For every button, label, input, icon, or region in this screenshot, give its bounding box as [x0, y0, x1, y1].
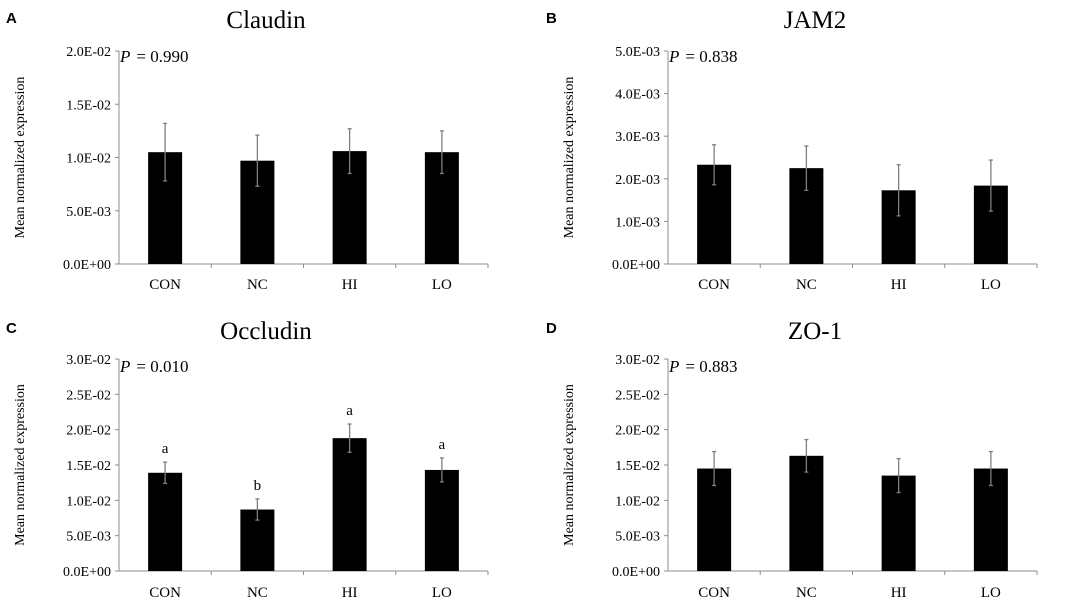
bar-nc — [789, 455, 824, 571]
x-tick-label: CON — [149, 585, 181, 601]
significance-letter: a — [439, 437, 446, 453]
y-tick-label: 1.0E-02 — [66, 494, 111, 509]
p-value-symbol: P — [668, 47, 679, 66]
y-tick-label: 2.5E-02 — [615, 388, 660, 403]
x-tick-label: LO — [432, 277, 452, 293]
p-value-symbol: P — [119, 47, 130, 66]
x-tick-label: LO — [981, 277, 1001, 293]
y-tick-label: 2.0E-02 — [66, 45, 111, 60]
p-value-text: = 0.990 — [136, 47, 188, 66]
y-tick-label: 4.0E-03 — [615, 88, 660, 103]
x-tick-label: CON — [149, 277, 181, 293]
x-tick-label: HI — [891, 277, 907, 293]
chart-title: Claudin — [226, 7, 306, 34]
y-tick-label: 2.0E-02 — [66, 424, 111, 439]
p-value-text: = 0.883 — [685, 357, 737, 376]
x-tick-label: NC — [796, 277, 817, 293]
p-value-annotation: P = 0.838 — [668, 47, 737, 66]
significance-letter: a — [162, 441, 169, 457]
p-value-annotation: P = 0.010 — [119, 357, 188, 376]
y-tick-label: 5.0E-03 — [615, 530, 660, 545]
panel-letter: C — [6, 320, 17, 337]
p-value-text: = 0.838 — [685, 47, 737, 66]
y-tick-label: 2.0E-02 — [615, 424, 660, 439]
significance-letter: a — [346, 403, 353, 419]
y-tick-label: 5.0E-03 — [66, 205, 111, 220]
x-tick-label: LO — [432, 585, 452, 601]
chart-panel-b: B JAM2 P = 0.838 Mean normalized expression 0… — [546, 7, 1038, 293]
p-value-symbol: P — [668, 357, 679, 376]
y-tick-label: 0.0E+00 — [63, 258, 111, 273]
y-tick-label: 0.0E+00 — [612, 258, 660, 273]
y-axis-label: Mean normalized expression — [13, 77, 28, 239]
p-value-symbol: P — [119, 357, 130, 376]
y-tick-label: 1.5E-02 — [66, 98, 111, 113]
panel-letter: D — [546, 320, 557, 337]
bar-lo — [424, 469, 459, 571]
y-tick-label: 3.0E-02 — [66, 353, 111, 368]
y-tick-label: 1.0E-02 — [66, 152, 111, 167]
x-tick-label: NC — [247, 585, 268, 601]
x-tick-label: CON — [698, 277, 730, 293]
chart-title: ZO-1 — [788, 318, 842, 345]
y-tick-label: 0.0E+00 — [63, 565, 111, 580]
x-tick-label: HI — [891, 585, 907, 601]
panel-letter: B — [546, 10, 557, 27]
y-tick-label: 3.0E-02 — [615, 353, 660, 368]
x-tick-label: LO — [981, 585, 1001, 601]
y-tick-label: 1.0E-02 — [615, 494, 660, 509]
chart-panel-a: A Claudin P = 0.990 Mean normalized expressi… — [6, 7, 489, 293]
panel-letter: A — [6, 10, 17, 27]
y-tick-label: 1.5E-02 — [66, 459, 111, 474]
significance-letter: b — [254, 478, 262, 494]
bar-hi — [332, 438, 367, 571]
y-axis-label: Mean normalized expression — [562, 384, 577, 546]
x-tick-label: NC — [247, 277, 268, 293]
y-axis-label: Mean normalized expression — [13, 384, 28, 546]
x-tick-label: CON — [698, 585, 730, 601]
x-tick-label: HI — [342, 277, 358, 293]
y-axis-label: Mean normalized expression — [562, 77, 577, 239]
p-value-annotation: P = 0.883 — [668, 357, 737, 376]
y-tick-label: 5.0E-03 — [66, 530, 111, 545]
y-tick-label: 1.0E-03 — [615, 215, 660, 230]
y-tick-label: 1.5E-02 — [615, 459, 660, 474]
chart-title: Occludin — [220, 318, 312, 345]
y-tick-label: 2.5E-02 — [66, 388, 111, 403]
bar-con — [148, 472, 183, 571]
p-value-annotation: P = 0.990 — [119, 47, 188, 66]
y-tick-label: 3.0E-03 — [615, 130, 660, 145]
x-tick-label: NC — [796, 585, 817, 601]
chart-panel-c: C Occludin P = 0.010 Mean normalized express… — [6, 318, 489, 601]
x-tick-label: HI — [342, 585, 358, 601]
p-value-text: = 0.010 — [136, 357, 188, 376]
y-tick-label: 2.0E-03 — [615, 173, 660, 188]
y-tick-label: 0.0E+00 — [612, 565, 660, 580]
chart-panel-d: D ZO-1 P = 0.883 Mean normalized expression 0… — [546, 318, 1038, 601]
y-tick-label: 5.0E-03 — [615, 45, 660, 60]
chart-title: JAM2 — [784, 7, 847, 34]
